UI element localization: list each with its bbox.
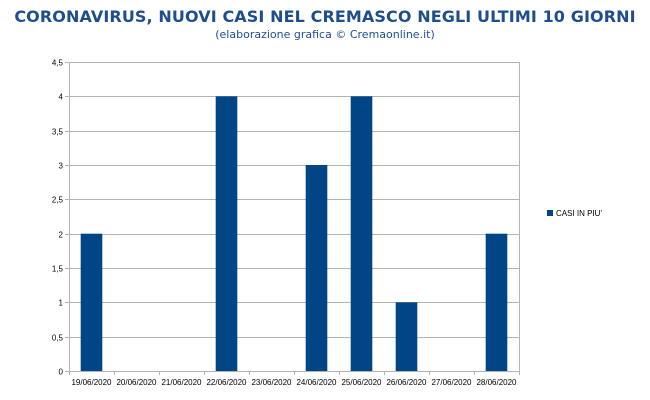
bar (215, 96, 238, 372)
y-tick-label: 0,5 (52, 334, 64, 343)
x-tick-label: 24/06/2020 (296, 378, 337, 387)
bar (485, 233, 508, 371)
legend-label: CASI IN PIU' (556, 209, 602, 218)
legend-swatch (547, 210, 553, 216)
y-tick-label: 1,5 (52, 265, 64, 274)
grid-layer (69, 62, 519, 372)
y-tick-label: 1 (59, 299, 64, 308)
x-tick-label: 27/06/2020 (431, 378, 472, 387)
y-tick-label: 3,5 (52, 128, 64, 137)
x-tick-label: 22/06/2020 (206, 378, 247, 387)
y-tick-label: 2 (59, 231, 64, 240)
y-tick-label: 4 (59, 93, 64, 102)
legend: CASI IN PIU' (547, 209, 602, 218)
bar (305, 165, 328, 371)
chart-subtitle: (elaborazione grafica © Cremaonline.it) (215, 28, 435, 41)
x-tick-label: 19/06/2020 (71, 378, 112, 387)
bar (350, 96, 373, 372)
y-tick-label: 2,5 (52, 196, 64, 205)
x-tick-label: 23/06/2020 (251, 378, 292, 387)
x-tick-label: 25/06/2020 (341, 378, 382, 387)
chart-title: CORONAVIRUS, NUOVI CASI NEL CREMASCO NEG… (14, 7, 636, 26)
x-tick-label: 20/06/2020 (116, 378, 157, 387)
bar (395, 302, 418, 371)
bar (80, 233, 103, 371)
axis-layer: 0 0,5 1 1,5 2 2,5 3 3,5 4 4,5 19/06/2020 20/06/2020… (52, 59, 520, 387)
y-tick-label: 3 (59, 162, 64, 171)
x-tick-label: 28/06/2020 (476, 378, 517, 387)
bar-layer (80, 96, 508, 372)
y-tick-label: 4,5 (52, 59, 64, 68)
y-tick-label: 0 (59, 368, 64, 377)
x-tick-label: 26/06/2020 (386, 378, 427, 387)
x-tick-label: 21/06/2020 (161, 378, 202, 387)
